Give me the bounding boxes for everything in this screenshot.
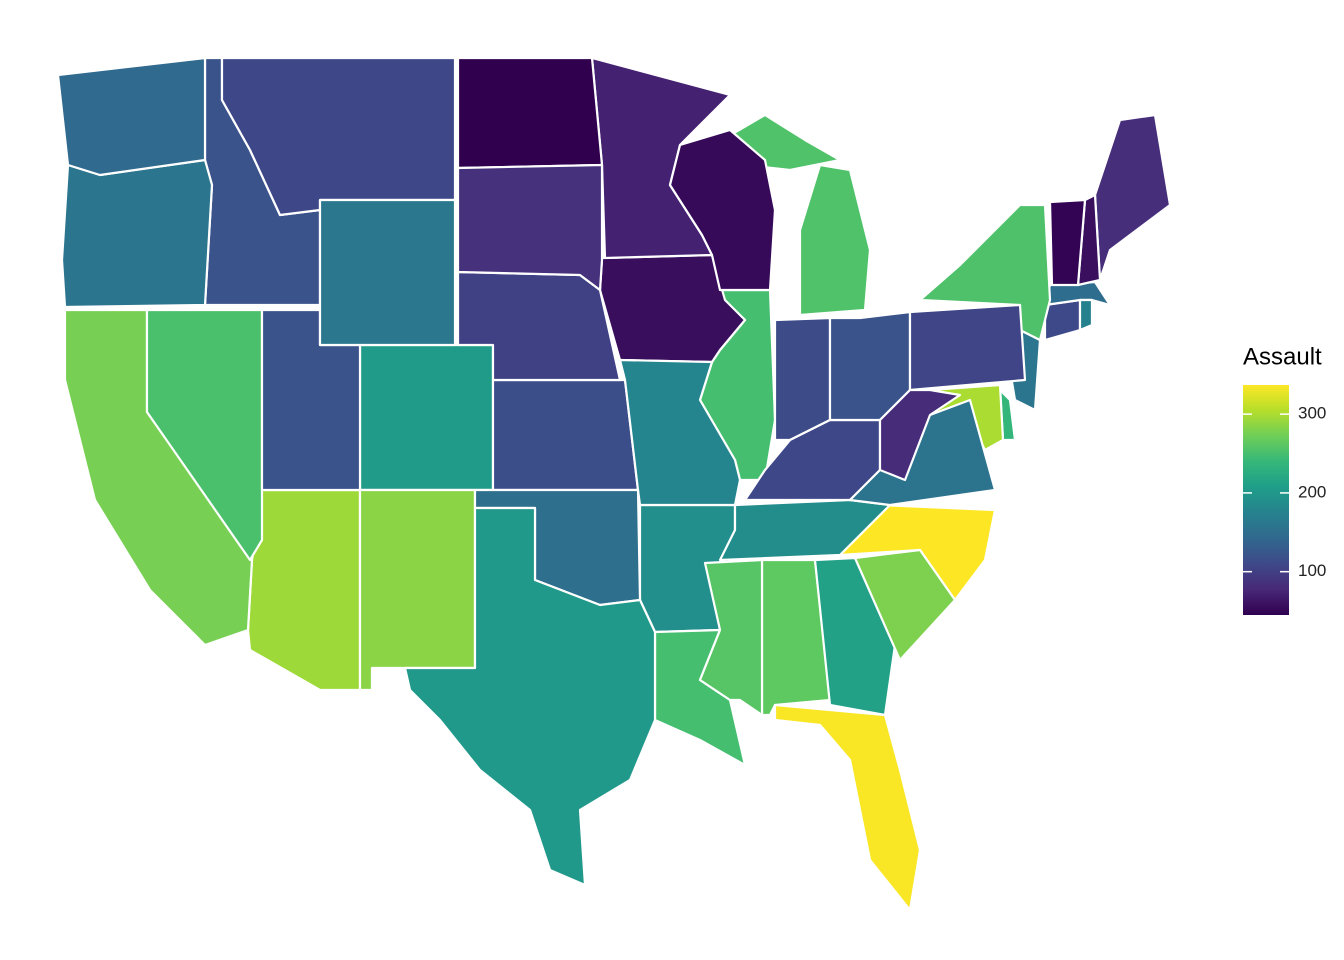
legend-tick-label: 100 <box>1298 561 1326 580</box>
state <box>358 343 495 492</box>
legend-tick-label: 200 <box>1298 482 1326 501</box>
state <box>618 358 742 507</box>
state <box>60 158 214 309</box>
state <box>773 316 832 442</box>
state <box>798 163 872 317</box>
state <box>403 506 657 887</box>
state <box>878 388 962 482</box>
state <box>1043 298 1082 342</box>
state <box>56 56 207 177</box>
legend-title: Assault <box>1243 343 1322 370</box>
state <box>318 198 457 347</box>
state <box>246 488 362 692</box>
state <box>668 128 777 292</box>
state <box>456 163 604 292</box>
state <box>908 303 1027 392</box>
state <box>145 308 264 562</box>
state <box>698 558 764 717</box>
state <box>491 378 640 492</box>
state <box>1048 198 1087 287</box>
state <box>456 56 604 170</box>
state <box>1093 113 1172 282</box>
colorbar <box>1243 385 1289 615</box>
state <box>1078 298 1094 332</box>
legend-tick-label: 300 <box>1298 404 1326 423</box>
state <box>853 548 957 662</box>
state <box>358 488 477 692</box>
state <box>773 703 922 912</box>
